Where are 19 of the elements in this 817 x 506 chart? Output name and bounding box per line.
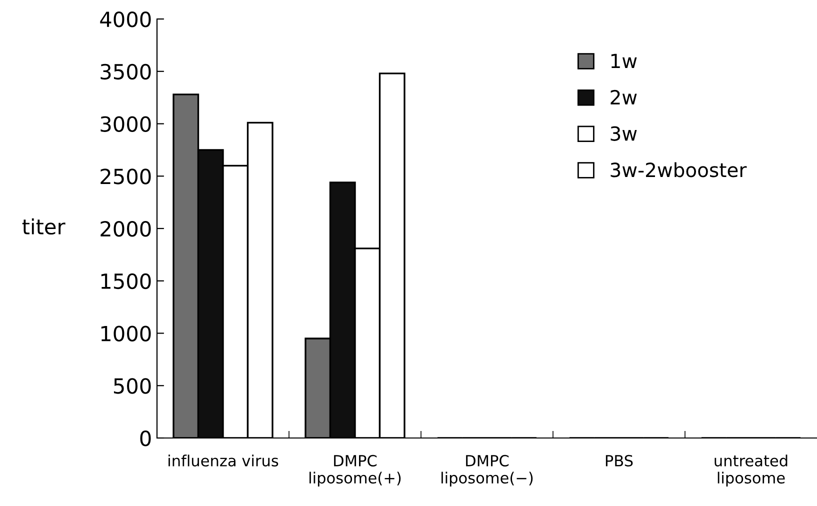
y-tick-label: 0 xyxy=(140,430,151,446)
x-tick-label: influenza virus xyxy=(168,454,278,466)
legend-label: 3w-2wbooster xyxy=(610,162,747,178)
x-tick-label: PBS xyxy=(606,454,633,466)
y-tick-label: 2500 xyxy=(100,168,151,184)
y-tick-label: 1000 xyxy=(101,326,151,342)
y-tick-label: 3000 xyxy=(100,116,151,132)
legend-label: 1w xyxy=(611,54,637,68)
x-tick-label: DMPC liposome(+) xyxy=(310,454,401,487)
x-tick-label: untreated liposome xyxy=(714,454,788,487)
y-tick-label: 3500 xyxy=(100,64,151,80)
y-axis-title: titer xyxy=(22,218,66,235)
legend-label: 3w xyxy=(610,126,637,141)
y-tick-label: 2000 xyxy=(100,220,151,237)
y-tick-label: 500 xyxy=(114,378,151,394)
y-tick-label: 1500 xyxy=(101,273,151,290)
y-tick-label: 4000 xyxy=(100,11,151,28)
legend-label: 2w xyxy=(610,90,637,104)
x-tick-label: DMPC liposome(−) xyxy=(442,454,533,487)
